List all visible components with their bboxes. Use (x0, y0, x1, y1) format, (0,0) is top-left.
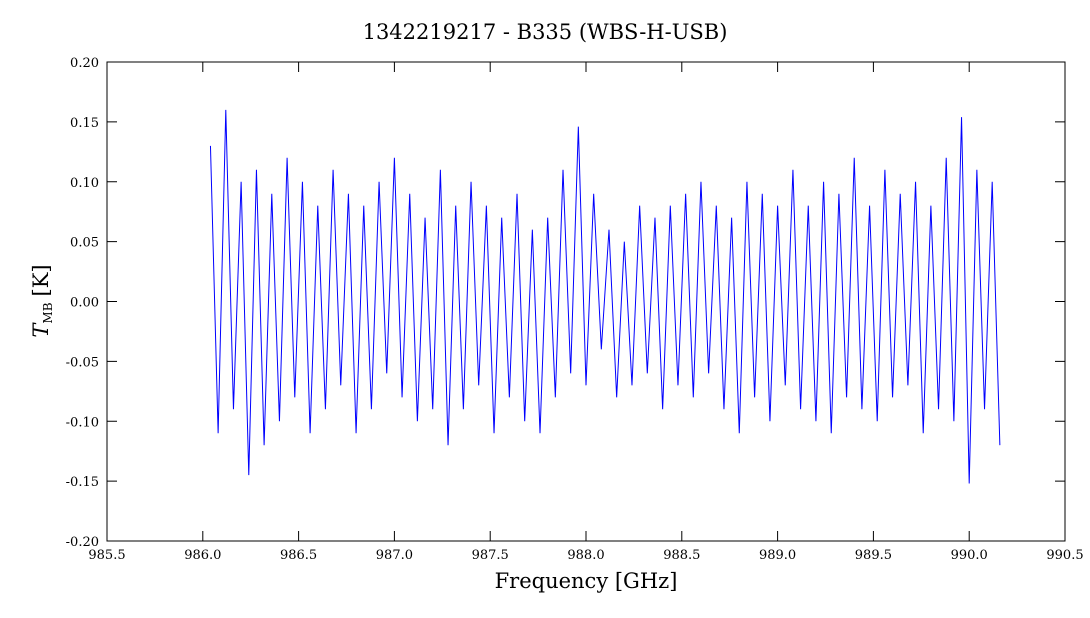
y-tick-label: -0.15 (66, 475, 99, 490)
x-tick-label: 990.0 (951, 548, 988, 563)
y-axis-label: TMB [K] (29, 264, 55, 337)
x-tick-label: 990.5 (1046, 548, 1083, 563)
x-tick-label: 988.0 (567, 548, 604, 563)
y-tick-label: -0.10 (66, 415, 99, 430)
y-tick-label: 0.10 (70, 176, 99, 191)
y-tick-label: 0.00 (70, 296, 99, 311)
x-tick-label: 987.0 (376, 548, 413, 563)
y-label-subscript: MB (41, 302, 55, 323)
y-tick-label: -0.20 (66, 535, 99, 550)
y-tick-label: 0.20 (70, 56, 99, 71)
spectrum-line (209, 109, 1001, 484)
x-tick-label: 987.5 (472, 548, 509, 563)
y-label-symbol: T (29, 322, 53, 338)
x-axis-label: Frequency [GHz] (495, 569, 678, 593)
chart-title: 1342219217 - B335 (WBS-H-USB) (363, 20, 728, 44)
x-tick-label: 985.5 (88, 548, 125, 563)
y-tick-label: -0.05 (66, 355, 99, 370)
x-tick-label: 989.0 (759, 548, 796, 563)
x-tick-label: 988.5 (663, 548, 700, 563)
x-tick-label: 986.0 (184, 548, 221, 563)
y-tick-label: 0.05 (70, 236, 99, 251)
y-label-unit: [K] (29, 264, 53, 296)
y-tick-label: 0.15 (70, 116, 99, 131)
x-tick-label: 989.5 (855, 548, 892, 563)
x-tick-label: 986.5 (280, 548, 317, 563)
plot-frame (106, 61, 1066, 542)
